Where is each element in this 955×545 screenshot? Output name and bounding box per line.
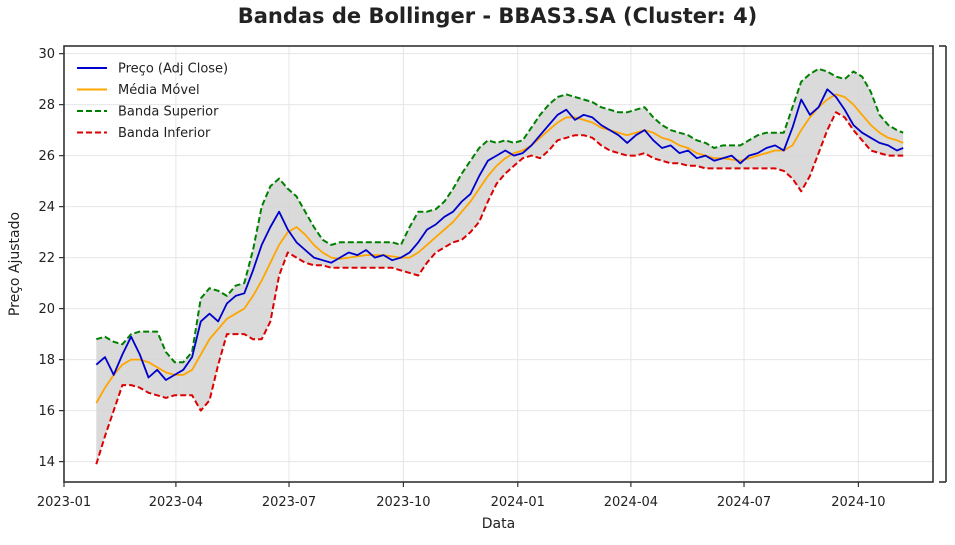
x-tick-label: 2024-07 xyxy=(717,495,771,510)
x-tick-label: 2023-07 xyxy=(262,495,316,510)
y-tick-label: 16 xyxy=(38,404,55,419)
x-axis-label: Data xyxy=(482,516,515,532)
moving-average-line xyxy=(95,93,904,404)
legend: Preço (Adj Close) Média Móvel Banda Superi… xyxy=(77,62,228,141)
x-axis: 2023-01 2023-04 2023-07 2023-10 2024-01 2024-… xyxy=(37,482,886,510)
colorbar-bracket xyxy=(939,45,947,483)
x-tick-label: 2024-10 xyxy=(831,495,885,510)
y-tick-label: 18 xyxy=(38,353,55,368)
y-tick-label: 24 xyxy=(38,200,55,215)
legend-label: Média Móvel xyxy=(118,83,200,98)
legend-label: Banda Inferior xyxy=(118,126,211,141)
price-line xyxy=(95,88,904,381)
plot-frame xyxy=(63,45,934,483)
y-tick-label: 14 xyxy=(38,455,55,470)
y-axis: 14 16 18 20 22 24 26 28 30 xyxy=(38,47,64,470)
x-tick-label: 2023-01 xyxy=(37,495,91,510)
y-axis-label: Preço Ajustado xyxy=(7,212,23,316)
series-lines xyxy=(95,67,904,465)
x-tick-label: 2023-04 xyxy=(149,495,203,510)
x-tick-label: 2024-04 xyxy=(604,495,658,510)
lower-band-line xyxy=(95,111,904,465)
y-tick-label: 30 xyxy=(38,47,55,62)
y-tick-label: 22 xyxy=(38,251,55,266)
y-tick-label: 26 xyxy=(38,149,55,164)
y-tick-label: 28 xyxy=(38,98,55,113)
upper-band-line xyxy=(96,67,904,364)
chart-title: Bandas de Bollinger - BBAS3.SA (Cluster:… xyxy=(237,4,758,28)
legend-label: Preço (Adj Close) xyxy=(118,62,228,77)
legend-label: Banda Superior xyxy=(118,105,219,120)
x-tick-label: 2023-10 xyxy=(376,495,430,510)
y-tick-label: 20 xyxy=(38,302,55,317)
x-tick-label: 2024-01 xyxy=(491,495,545,510)
band-fill-area xyxy=(96,68,904,465)
